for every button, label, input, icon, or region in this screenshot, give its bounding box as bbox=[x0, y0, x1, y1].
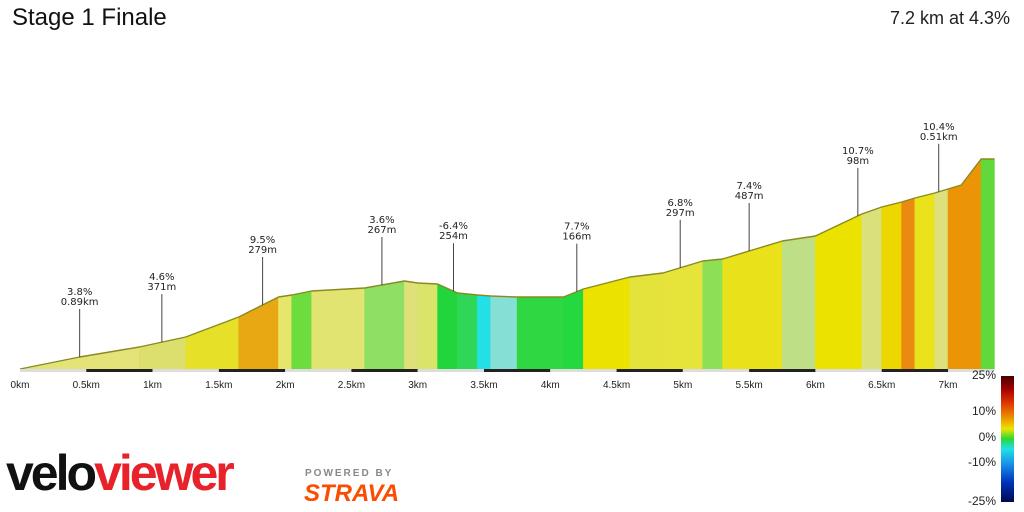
x-tick-label: 1km bbox=[143, 380, 162, 391]
annotation-length: 297m bbox=[666, 208, 695, 219]
x-tick-label: 5km bbox=[673, 380, 692, 391]
annotation-gradient: 10.4% bbox=[923, 122, 955, 133]
x-tick-label: 6km bbox=[806, 380, 825, 391]
annotation-length: 279m bbox=[248, 245, 277, 256]
axis-bar-segment bbox=[20, 369, 87, 372]
annotation-length: 0.51km bbox=[920, 132, 958, 143]
profile-segment bbox=[516, 296, 564, 370]
veloviewer-logo[interactable]: veloviewer bbox=[6, 445, 235, 501]
axis-bar-segment bbox=[218, 369, 286, 372]
axis-bar-segment bbox=[749, 369, 816, 372]
annotation-length: 166m bbox=[562, 232, 591, 243]
x-tick-label: 3.5km bbox=[470, 380, 497, 391]
x-tick-label: 7km bbox=[939, 380, 958, 391]
axis-bar-segment bbox=[351, 369, 418, 372]
profile-segment bbox=[881, 201, 902, 370]
profile-segment bbox=[437, 283, 458, 370]
legend-label: -10% bbox=[968, 455, 996, 469]
axis-bar-segment bbox=[948, 369, 995, 372]
annotation-gradient: 3.8% bbox=[67, 287, 92, 298]
profile-segment bbox=[861, 206, 883, 370]
axis-bar-segment bbox=[152, 369, 219, 372]
profile-segment bbox=[662, 260, 704, 370]
profile-segment bbox=[238, 296, 279, 370]
legend-label: 10% bbox=[972, 404, 996, 418]
x-axis: 0km 0.5km 1km 1.5km 2km 2.5km 3km 3.5km 4km 4.5km… bbox=[11, 369, 995, 391]
profile-segment bbox=[901, 197, 916, 370]
profile-segment bbox=[185, 316, 240, 370]
profile-segment bbox=[364, 280, 405, 370]
axis-bar-segment bbox=[881, 369, 948, 372]
annotation-length: 371m bbox=[147, 282, 176, 293]
profile-segment bbox=[781, 235, 816, 370]
profile-segment bbox=[417, 282, 438, 370]
axis-bar-segment bbox=[815, 369, 882, 372]
powered-by-label: POWERED BY bbox=[305, 468, 394, 479]
x-tick-label: 2.5km bbox=[338, 380, 365, 391]
profile-segment bbox=[947, 184, 962, 370]
axis-bar-segment bbox=[616, 369, 683, 372]
x-tick-label: 1.5km bbox=[205, 380, 232, 391]
annotation-gradient: 9.5% bbox=[250, 235, 275, 246]
profile-segment bbox=[278, 294, 293, 370]
annotation-gradient: 3.6% bbox=[369, 215, 394, 226]
x-tick-label: 4.5km bbox=[603, 380, 630, 391]
profile-segment bbox=[702, 258, 723, 370]
profile-segment bbox=[457, 292, 478, 370]
annotation-gradient: 7.7% bbox=[564, 222, 589, 233]
legend-label: 25% bbox=[972, 368, 996, 382]
annotation-length: 0.89km bbox=[61, 297, 99, 308]
gradient-legend: 25% 10% 0% -10% -25% bbox=[968, 368, 1014, 508]
profile-segment bbox=[629, 272, 664, 370]
profile-segment bbox=[914, 192, 936, 370]
legend-label: -25% bbox=[968, 494, 996, 508]
annotation-gradient: 4.6% bbox=[149, 272, 174, 283]
profile-segment bbox=[815, 213, 863, 370]
profile-segment bbox=[960, 158, 982, 370]
annotation-gradient: 7.4% bbox=[736, 181, 761, 192]
annotation-length: 487m bbox=[735, 191, 764, 202]
profile-segment bbox=[79, 346, 140, 370]
axis-bar-segment bbox=[86, 369, 153, 372]
profile-line bbox=[19, 158, 995, 370]
profile-segment bbox=[311, 287, 365, 370]
profile-segment bbox=[563, 288, 584, 370]
annotation-gradient: 6.8% bbox=[668, 198, 693, 209]
axis-bar-segment bbox=[285, 369, 352, 372]
profile-segment bbox=[477, 294, 491, 370]
x-tick-label: 2km bbox=[276, 380, 295, 391]
page-title: Stage 1 Finale bbox=[12, 4, 167, 31]
axis-bar-segment bbox=[417, 369, 484, 372]
gradient-legend-bar bbox=[1001, 376, 1014, 502]
annotation-gradient: -6.4% bbox=[439, 221, 468, 232]
x-tick-label: 5.5km bbox=[736, 380, 763, 391]
climb-summary: 7.2 km at 4.3% bbox=[889, 8, 1010, 28]
annotation-length: 254m bbox=[439, 231, 468, 242]
axis-bar-segment bbox=[682, 369, 750, 372]
x-tick-label: 0.5km bbox=[73, 380, 100, 391]
annotation-gradient: 10.7% bbox=[842, 146, 874, 157]
legend-label: 0% bbox=[979, 430, 997, 444]
annotation-length: 267m bbox=[368, 225, 397, 236]
axis-bar-segment bbox=[484, 369, 551, 372]
profile-segment bbox=[291, 290, 312, 370]
profile-segment bbox=[404, 280, 419, 370]
profile-segment bbox=[934, 188, 949, 370]
x-tick-label: 4km bbox=[541, 380, 560, 391]
profile-segment bbox=[980, 158, 995, 370]
profile-outline bbox=[19, 158, 995, 370]
gradient-segments bbox=[19, 158, 995, 370]
strava-logo[interactable]: STRAVA bbox=[304, 480, 400, 507]
profile-segment bbox=[722, 240, 783, 370]
profile-segment bbox=[583, 276, 631, 370]
x-tick-label: 3km bbox=[408, 380, 427, 391]
x-tick-label: 6.5km bbox=[868, 380, 895, 391]
profile-segment bbox=[490, 295, 518, 370]
x-tick-label: 0km bbox=[11, 380, 30, 391]
annotation-length: 98m bbox=[847, 156, 869, 167]
axis-bar-segment bbox=[550, 369, 617, 372]
